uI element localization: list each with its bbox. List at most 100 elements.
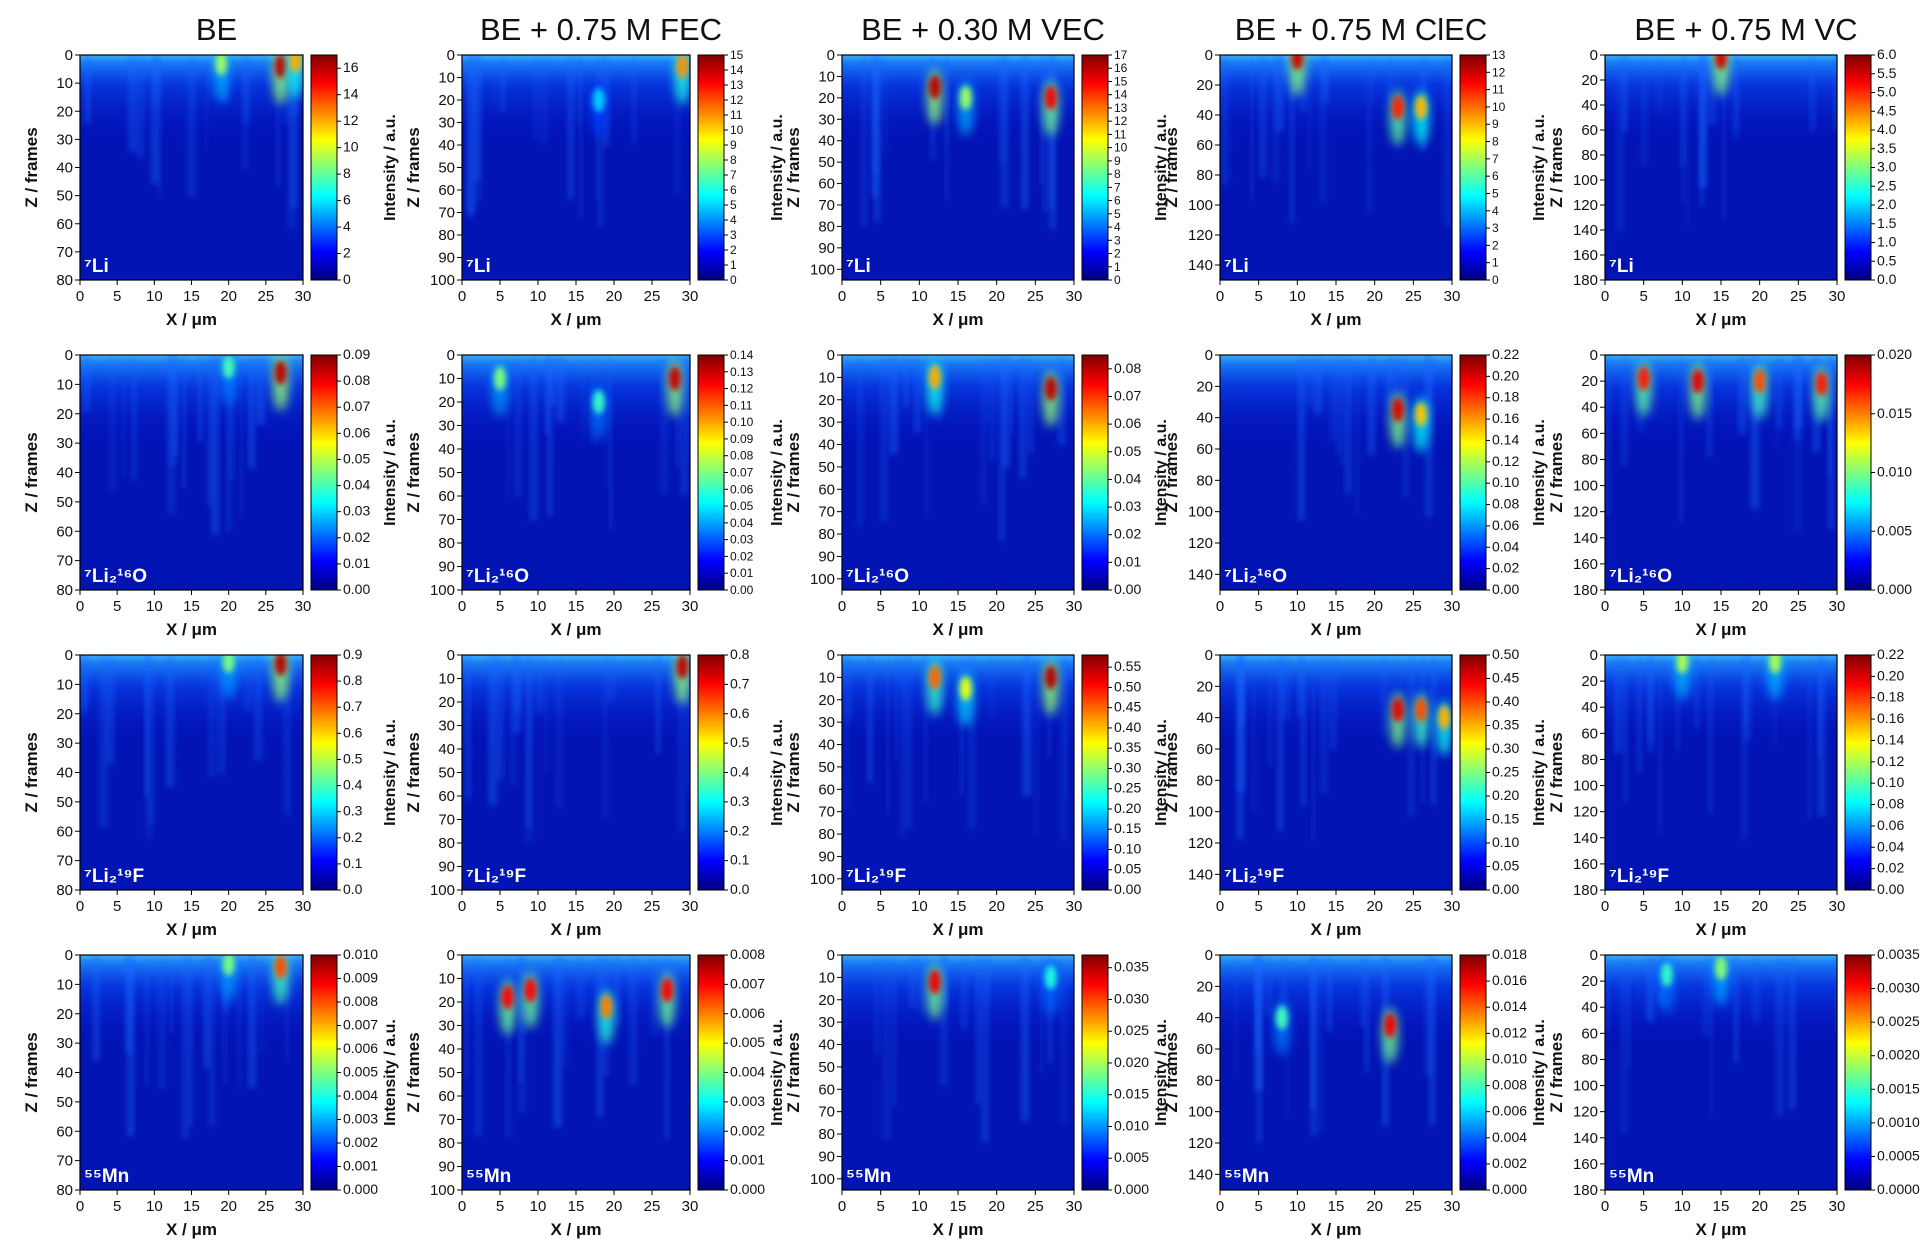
- x-tick-label: 5: [113, 598, 121, 615]
- y-tick-label: 80: [818, 1126, 835, 1143]
- y-tick-label: 40: [1581, 699, 1598, 716]
- y-axis-label: Z / frames: [22, 432, 41, 512]
- species-label: ⁷Li₂¹⁹F: [466, 866, 526, 887]
- colorbar-tick-label: 2: [730, 243, 737, 257]
- hotspot: [1691, 369, 1704, 394]
- y-tick-label: 0: [447, 347, 455, 364]
- intensity-streak: [1621, 355, 1628, 466]
- intensity-streak: [1021, 55, 1029, 209]
- colorbar-tick-label: 0.000: [1114, 1181, 1149, 1197]
- intensity-streak: [924, 655, 928, 802]
- x-tick-label: 10: [1289, 1198, 1306, 1215]
- x-tick-label: 30: [1829, 598, 1846, 615]
- colorbar-tick-label: 9: [1492, 117, 1499, 131]
- y-tick-label: 0: [447, 947, 455, 964]
- intensity-streak: [985, 355, 989, 424]
- y-tick-label: 50: [438, 465, 455, 482]
- y-tick-label: 50: [438, 160, 455, 177]
- intensity-streak: [1679, 355, 1683, 524]
- colorbar-tick-label: 0.000: [343, 1181, 378, 1197]
- intensity-streak: [1318, 955, 1322, 1134]
- hotspot: [1415, 402, 1428, 427]
- y-tick-label: 100: [1188, 504, 1213, 521]
- colorbar-tick-label: 0.07: [730, 466, 754, 480]
- colorbar-tick-label: 0.30: [1492, 740, 1519, 756]
- intensity-streak: [1605, 355, 1608, 517]
- colorbar-tick-label: 0.50: [1114, 678, 1141, 694]
- intensity-streak: [1060, 655, 1067, 840]
- y-tick-label: 20: [438, 694, 455, 711]
- y-tick-label: 40: [1196, 410, 1213, 427]
- colorbar-tick-label: 0.10: [1114, 840, 1141, 856]
- intensity-streak: [144, 655, 148, 798]
- y-tick-label: 40: [1581, 97, 1598, 114]
- x-tick-label: 10: [530, 898, 547, 915]
- x-tick-label: 25: [644, 288, 661, 305]
- colorbar-tick-label: 0.0: [343, 881, 363, 897]
- colorbar-tick-label: 0.7: [343, 698, 363, 714]
- intensity-streak: [1772, 655, 1777, 745]
- colorbar-tick-label: 0.35: [1114, 739, 1141, 755]
- colorbar-tick-label: 10: [730, 123, 744, 137]
- x-tick-label: 15: [183, 898, 200, 915]
- species-label: ⁵⁵Mn: [466, 1166, 511, 1187]
- intensity-streak: [844, 655, 853, 722]
- intensity-streak: [1833, 55, 1837, 132]
- colorbar-label: Intensity / a.u.: [1531, 1019, 1548, 1126]
- colorbar: [697, 54, 725, 281]
- intensity-streak: [1327, 955, 1332, 1033]
- colorbar-tick-label: 12: [1492, 65, 1506, 79]
- colorbar-tick-label: 0.50: [1492, 646, 1519, 662]
- intensity-streak: [554, 955, 562, 1128]
- y-axis-label: Z / frames: [404, 732, 423, 812]
- y-tick-label: 120: [1188, 227, 1213, 244]
- colorbar-tick-label: 0.0: [730, 881, 750, 897]
- y-tick-label: 50: [56, 794, 73, 811]
- colorbar-tick-label: 0.007: [730, 975, 765, 991]
- x-tick-label: 0: [1216, 598, 1224, 615]
- species-label: ⁷Li₂¹⁶O: [1224, 566, 1287, 587]
- intensity-streak: [1402, 355, 1409, 497]
- y-tick-label: 70: [56, 853, 73, 870]
- x-tick-label: 0: [1601, 288, 1609, 305]
- y-tick-label: 80: [56, 882, 73, 899]
- colorbar-tick-label: 0.05: [343, 450, 370, 466]
- y-tick-label: 70: [818, 197, 835, 214]
- y-tick-label: 30: [56, 131, 73, 148]
- y-tick-label: 40: [1196, 1010, 1213, 1027]
- colorbar: [310, 654, 338, 891]
- surface-band: [842, 655, 1074, 785]
- intensity-streak: [112, 655, 116, 771]
- x-tick-label: 20: [1751, 598, 1768, 615]
- y-tick-label: 20: [818, 992, 835, 1009]
- y-tick-label: 30: [818, 1014, 835, 1031]
- species-label: ⁷Li₂¹⁶O: [846, 566, 909, 587]
- y-tick-label: 80: [1196, 472, 1213, 489]
- y-axis-label: Z / frames: [784, 732, 803, 812]
- intensity-streak: [248, 355, 255, 469]
- x-tick-label: 30: [682, 598, 699, 615]
- x-tick-label: 30: [1829, 1198, 1846, 1215]
- x-tick-label: 15: [950, 1198, 967, 1215]
- species-label: ⁷Li₂¹⁹F: [1609, 866, 1669, 887]
- x-axis-label: X / μm: [1310, 620, 1361, 639]
- x-tick-label: 25: [644, 1198, 661, 1215]
- colorbar-tick-label: 12: [343, 112, 359, 128]
- hotspot: [959, 676, 972, 701]
- x-tick-label: 5: [113, 898, 121, 915]
- intensity-streak: [475, 55, 482, 202]
- intensity-streak: [598, 55, 604, 227]
- intensity-streak: [1648, 655, 1654, 752]
- colorbar-tick-label: 0.00: [1114, 581, 1141, 597]
- y-axis-label: Z / frames: [1162, 732, 1181, 812]
- hotspot: [1384, 1013, 1397, 1038]
- x-tick-label: 15: [1713, 598, 1730, 615]
- colorbar-tick-label: 0.0015: [1877, 1080, 1920, 1096]
- x-tick-label: 0: [1216, 288, 1224, 305]
- colorbar-label: Intensity / a.u.: [769, 114, 786, 221]
- y-tick-label: 50: [438, 765, 455, 782]
